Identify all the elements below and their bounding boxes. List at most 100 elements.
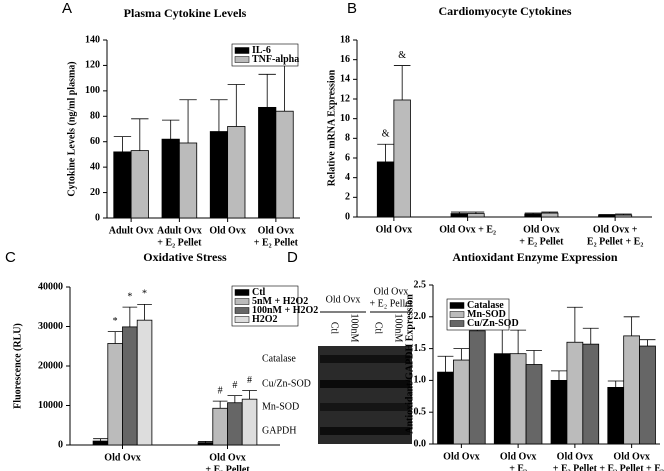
y-tick-label: 12 [340,93,350,104]
error-bar [210,99,228,132]
legend-label: IL-6 [252,45,271,56]
error-bar [607,380,624,388]
error-bar [179,99,197,143]
x-tick-label: Adult Ovx [157,225,202,236]
chart-title: Plasma Cytokine Levels [124,6,247,20]
y-tick-label: 1.0 [414,375,427,386]
error-bar [451,211,468,214]
bar [582,343,600,445]
x-tick-label: Old Ovx [104,452,140,463]
error-bar [162,119,180,140]
x-tick-label: Old Ovx [443,451,479,462]
y-axis-label: Relative mRNA Expression [326,69,337,186]
x-tick-label: Old Ovx [613,451,649,462]
error-bar [93,438,108,442]
error-bar [639,339,656,347]
bar [209,131,229,219]
annotation: # [247,375,252,386]
bar [258,106,277,219]
error-bar [137,303,152,321]
legend-label: H2O2 [252,314,278,325]
y-tick-label: 60 [90,136,100,147]
y-tick-label: 20000 [38,360,63,371]
chart-title: Oxidative Stress [143,250,227,264]
error-bar [566,306,583,343]
y-tick-label: 0.0 [414,438,427,449]
bar [623,335,640,445]
y-axis-label: Fluorescence (RLU) [12,323,23,409]
y-tick-label: 20 [90,187,100,198]
annotation: & [382,129,390,140]
y-axis-label: Antioxidant/GAPDH Expression [404,294,415,434]
y-tick-label: 10 [340,113,350,124]
bar [525,364,543,445]
error-bar [615,213,632,216]
y-tick-label: 6 [345,152,350,163]
error-bar [107,331,123,344]
error-bar [524,212,542,215]
legend-label: Cu/Zn-SOD [467,318,519,329]
x-tick-label: + E₂ Pellet [553,463,598,471]
blot-row: GAPDH [262,425,296,436]
y-axis-label: Cytokine Levels (ng/ml plasma) [66,61,77,196]
blot-group: + E₂ Pellet [369,298,412,309]
error-bar [113,136,132,152]
blot-group: Old Ovx [326,294,361,305]
legend-swatch [234,316,250,323]
blot-lane: 100nM [349,314,360,343]
bar [113,151,132,219]
y-tick-label: 0 [58,439,63,450]
legend-label: Catalase [467,300,504,311]
error-bar [242,390,257,400]
annotation: * [127,291,132,302]
error-bar [131,118,149,151]
x-tick-label: + E₂ Pellet [519,236,564,247]
y-tick-label: 40000 [38,281,63,292]
bar [467,213,485,218]
x-tick-label: Old Ovx [376,224,412,235]
blot-lane: Ctl [329,322,340,334]
legend-swatch [234,289,250,296]
bar [509,353,527,445]
y-tick-label: 16 [340,54,350,65]
bar [197,442,214,446]
error-bar [623,316,640,336]
error-bar [437,355,454,373]
x-tick-label: Old Ovx [523,224,559,235]
blot-lane: Ctl [373,322,384,334]
x-tick-label: Old Ovx + E₂ [439,224,496,235]
y-tick-label: 4 [345,172,350,183]
y-tick-label: 40 [90,161,100,172]
y-tick-label: 140 [85,34,100,45]
panel-letter: D [287,249,298,266]
x-tick-label: Old Ovx [258,225,294,236]
bar [598,214,616,218]
bar [614,214,633,218]
legend-label: TNF-alpha [252,54,299,65]
band [320,380,410,388]
error-bar [526,350,542,365]
bar [122,326,138,446]
error-bar [467,211,485,214]
annotation: * [113,316,118,327]
bar [450,213,469,218]
bar [437,371,454,445]
x-tick-label: Old Ovx [209,452,245,463]
legend-label: 100nM + H2O2 [252,305,318,316]
y-tick-label: 80 [90,111,100,122]
x-tick-label: + E₂ Pellet [157,237,202,248]
panel-letter: B [347,0,357,17]
y-tick-label: 2 [345,192,350,203]
legend-swatch [234,47,250,54]
bar [468,330,486,445]
blot-group: Old Ovx [374,286,409,297]
x-tick-label: Old Ovx [557,451,593,462]
annotation: & [398,50,406,61]
bar [550,379,568,445]
chart-title: Antioxidant Enzyme Expression [452,250,617,264]
error-bar [551,370,567,381]
error-bar [198,441,213,443]
legend-label: Mn-SOD [467,309,506,320]
bar [161,138,180,219]
annotation: * [142,289,147,300]
